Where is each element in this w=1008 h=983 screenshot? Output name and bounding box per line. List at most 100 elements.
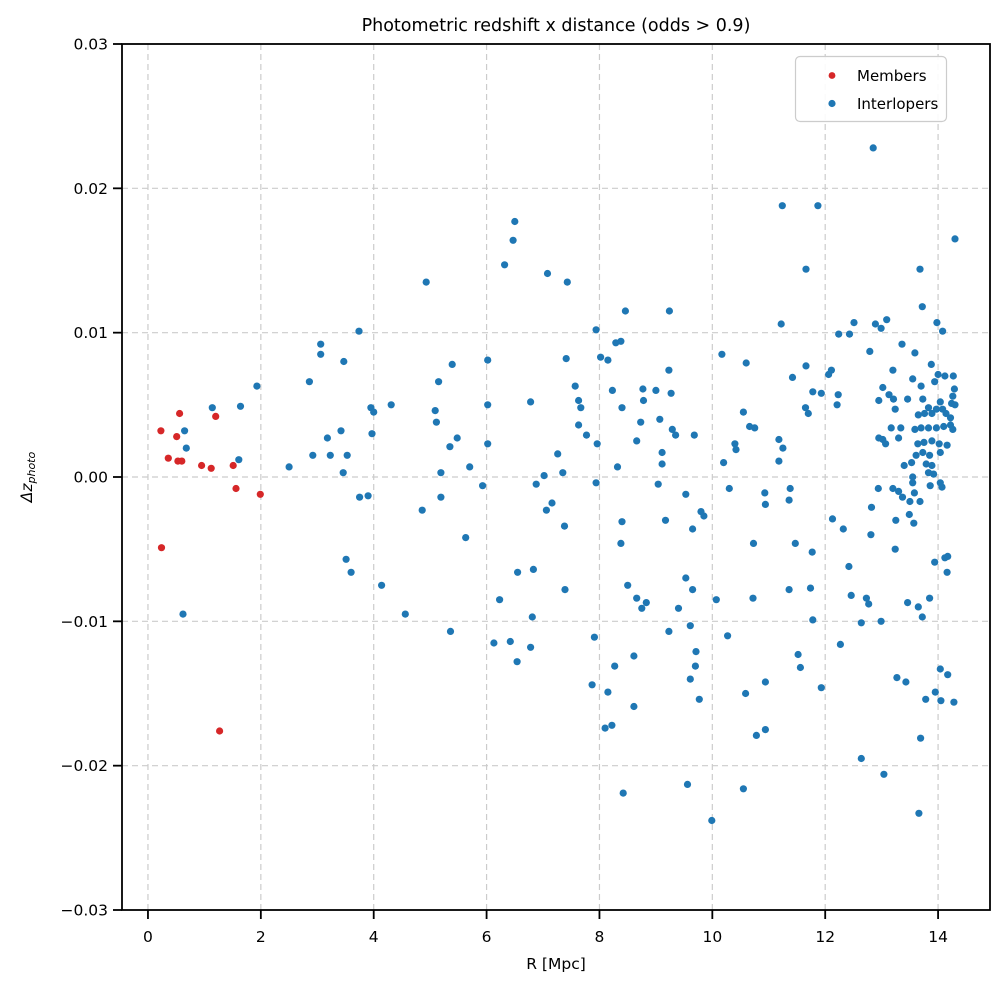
- scatter-point-interlopers: [562, 355, 570, 363]
- scatter-point-interlopers: [862, 594, 871, 602]
- scatter-point-interlopers: [630, 702, 638, 711]
- scatter-point-interlopers: [337, 427, 345, 435]
- scatter-point-interlopers: [942, 409, 950, 418]
- scatter-point-interlopers: [927, 360, 935, 368]
- scatter-point-interlopers: [928, 461, 936, 470]
- scatter-point-interlopers: [804, 409, 812, 418]
- scatter-point-interlopers: [751, 424, 759, 432]
- scatter-point-interlopers: [437, 493, 445, 501]
- scatter-point-interlopers: [916, 265, 924, 273]
- scatter-point-interlopers: [446, 627, 455, 636]
- scatter-point-interlopers: [323, 434, 331, 442]
- scatter-point-interlopers: [712, 596, 720, 604]
- scatter-point-interlopers: [778, 202, 786, 210]
- scatter-point-interlopers: [339, 469, 347, 477]
- scatter-point-interlopers: [682, 490, 690, 498]
- y-axis-label: Δzphoto: [18, 451, 38, 503]
- scatter-points-layer: [157, 144, 959, 825]
- scatter-point-members: [198, 461, 206, 470]
- scatter-point-interlopers: [796, 663, 805, 672]
- scatter-point-interlopers: [689, 586, 697, 594]
- scatter-point-interlopers: [511, 217, 519, 226]
- scatter-point-interlopers: [919, 448, 927, 457]
- scatter-point-interlopers: [667, 389, 675, 397]
- legend-marker-interlopers: [828, 99, 836, 108]
- scatter-point-interlopers: [918, 613, 926, 621]
- scatter-point-members: [157, 427, 165, 435]
- scatter-point-interlopers: [484, 356, 492, 364]
- scatter-point-interlopers: [906, 497, 914, 506]
- scatter-point-members: [173, 433, 181, 441]
- scatter-point-interlopers: [528, 613, 536, 621]
- scatter-point-interlopers: [895, 434, 903, 442]
- scatter-point-interlopers: [637, 418, 645, 426]
- scatter-point-interlopers: [895, 487, 903, 495]
- scatter-point-interlopers: [898, 493, 907, 501]
- scatter-point-interlopers: [692, 648, 700, 656]
- scatter-point-interlopers: [285, 463, 293, 471]
- scatter-point-interlopers: [889, 366, 897, 374]
- scatter-point-interlopers: [877, 617, 885, 625]
- scatter-point-interlopers: [700, 512, 708, 520]
- scatter-point-interlopers: [932, 405, 941, 413]
- scatter-point-interlopers: [905, 510, 913, 519]
- scatter-point-interlopers: [732, 446, 740, 454]
- scatter-point-interlopers: [683, 780, 692, 789]
- scatter-point-interlopers: [665, 307, 674, 315]
- scatter-point-interlopers: [532, 480, 540, 488]
- scatter-point-interlopers: [682, 574, 690, 582]
- scatter-point-interlopers: [917, 424, 925, 432]
- scatter-point-interlopers: [597, 353, 605, 361]
- scatter-point-interlopers: [418, 506, 426, 514]
- scatter-point-interlopers: [401, 610, 409, 618]
- scatter-point-interlopers: [880, 770, 888, 778]
- scatter-point-members: [229, 461, 237, 470]
- legend: Members Interlopers: [794, 55, 948, 123]
- scatter-point-interlopers: [559, 469, 567, 477]
- scatter-point-interlopers: [892, 516, 900, 524]
- scatter-point-interlopers: [918, 303, 926, 311]
- scatter-point-interlopers: [563, 278, 571, 286]
- scatter-point-interlopers: [866, 347, 874, 355]
- scatter-point-interlopers: [548, 499, 556, 507]
- y-tick-label: −0.03: [61, 902, 109, 920]
- scatter-point-interlopers: [466, 463, 474, 471]
- chart-title: Photometric redshift x distance (odds > …: [362, 16, 751, 36]
- legend-label-interlopers: Interlopers: [857, 95, 938, 113]
- x-tick-label: 12: [815, 928, 835, 946]
- scatter-point-interlopers: [592, 326, 600, 334]
- scatter-point-interlopers: [914, 440, 922, 448]
- scatter-point-interlopers: [926, 451, 934, 459]
- scatter-point-interlopers: [340, 357, 348, 366]
- scatter-point-interlopers: [638, 604, 646, 612]
- scatter-point-interlopers: [938, 483, 946, 491]
- x-tick-label: 8: [595, 928, 605, 946]
- scatter-point-interlopers: [932, 424, 941, 432]
- scatter-point-interlopers: [639, 396, 648, 405]
- scatter-point-interlopers: [665, 366, 673, 374]
- scatter-point-interlopers: [943, 441, 951, 449]
- scatter-point-interlopers: [916, 497, 924, 506]
- scatter-point-interlopers: [554, 450, 562, 458]
- scatter-point-interlopers: [845, 562, 853, 571]
- scatter-point-interlopers: [802, 362, 810, 370]
- scatter-point-interlopers: [917, 382, 925, 390]
- scatter-point-interlopers: [560, 522, 569, 530]
- scatter-point-interlopers: [665, 627, 673, 636]
- scatter-point-interlopers: [630, 652, 638, 660]
- scatter-point-interlopers: [617, 337, 625, 345]
- scatter-point-interlopers: [779, 444, 787, 452]
- scatter-point-interlopers: [836, 640, 845, 649]
- scatter-point-interlopers: [924, 424, 933, 432]
- scatter-point-interlopers: [786, 484, 794, 493]
- scatter-point-interlopers: [912, 451, 920, 459]
- scatter-point-interlopers: [718, 350, 726, 358]
- scatter-point-interlopers: [514, 568, 522, 576]
- scatter-point-interlopers: [571, 382, 579, 390]
- scatter-point-interlopers: [658, 460, 666, 468]
- scatter-point-interlopers: [542, 506, 551, 514]
- scatter-point-interlopers: [370, 408, 378, 416]
- ticks-layer: 0 2 4 6 8 10 12 14 −0.03 −0.02 −0.01 0.00 0.01 0.02 0.…: [61, 36, 948, 947]
- scatter-point-interlopers: [529, 565, 538, 574]
